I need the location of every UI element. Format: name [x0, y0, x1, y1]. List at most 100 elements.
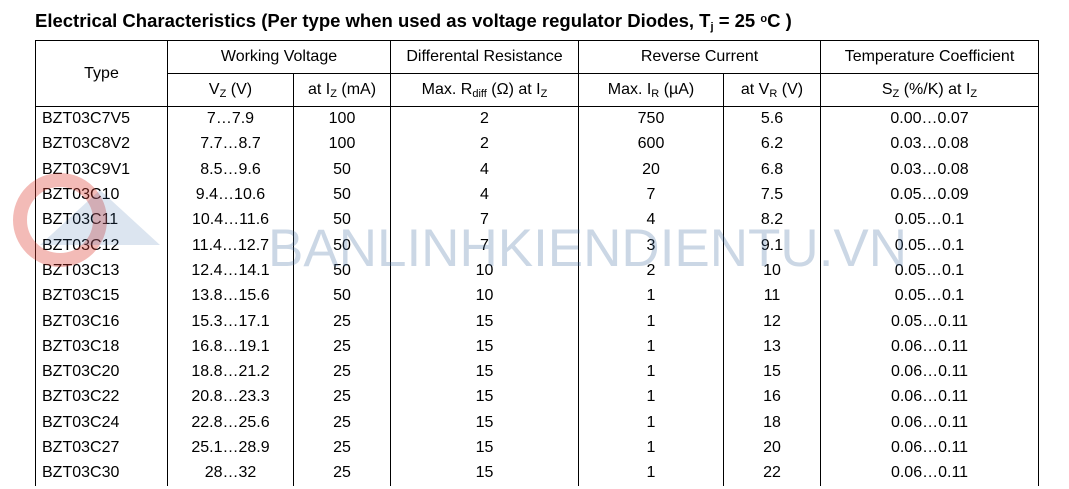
- text: S: [881, 81, 893, 98]
- cell: 1: [578, 283, 724, 309]
- subscript: Z: [540, 88, 548, 100]
- cell: 0.05…0.09: [820, 182, 1039, 208]
- cell: 25: [293, 460, 391, 486]
- cell: 5.6: [723, 106, 821, 132]
- cell: BZT03C30: [35, 460, 168, 486]
- cell: 1: [578, 435, 724, 461]
- cell: 10: [390, 283, 579, 309]
- cell: 0.05…0.1: [820, 207, 1039, 233]
- cell: 0.06…0.11: [820, 410, 1039, 436]
- cell: 20.8…23.3: [167, 384, 294, 411]
- cell: 8.2: [723, 207, 821, 233]
- text: (mA): [336, 81, 377, 98]
- cell: 15.3…17.1: [167, 308, 294, 335]
- subscript: Z: [219, 88, 227, 100]
- cell: 15: [390, 308, 579, 335]
- cell: 10: [723, 258, 821, 284]
- cell: 28…32: [167, 460, 294, 486]
- text: V: [208, 81, 220, 98]
- subscript: R: [651, 88, 660, 100]
- cell: BZT03C8V2: [35, 131, 168, 158]
- cell: 50: [293, 258, 391, 284]
- cell: 15: [723, 359, 821, 385]
- cell: 0.03…0.08: [820, 157, 1039, 183]
- table-row: BZT03C13 12.4…14.1 50 10 2 10 0.05…0.1: [35, 258, 1039, 284]
- cell: BZT03C22: [35, 384, 168, 411]
- cell: 0.05…0.11: [820, 308, 1039, 335]
- subscript: Z: [970, 88, 978, 100]
- cell: BZT03C10: [35, 182, 168, 208]
- table-row: BZT03C10 9.4…10.6 50 4 7 7.5 0.05…0.09: [35, 182, 1039, 208]
- text: (%/K) at I: [899, 81, 971, 98]
- subscript: Z: [330, 88, 337, 100]
- group-header: Reverse Current: [578, 40, 821, 74]
- cell: 7.7…8.7: [167, 131, 294, 158]
- cell: 4: [578, 207, 724, 233]
- group-header: Type: [35, 40, 168, 107]
- cell: 15: [390, 460, 579, 486]
- cell: BZT03C12: [35, 232, 168, 259]
- cell: 100: [293, 106, 391, 132]
- column-header: VZ (V): [167, 73, 294, 107]
- cell: 2: [390, 106, 579, 132]
- cell: 16: [723, 384, 821, 411]
- cell: BZT03C11: [35, 207, 168, 233]
- table-row: BZT03C30 28…32 25 15 1 22 0.06…0.11: [35, 460, 1039, 486]
- cell: 12.4…14.1: [167, 258, 294, 284]
- table-row: BZT03C8V2 7.7…8.7 100 2 600 6.2 0.03…0.08: [35, 131, 1039, 158]
- table-body: BZT03C7V5 7…7.9 100 2 750 5.6 0.00…0.07 BZT03C8…: [35, 106, 1039, 486]
- table-row: BZT03C22 20.8…23.3 25 15 1 16 0.06…0.11: [35, 384, 1039, 411]
- cell: 15: [390, 435, 579, 461]
- cell: 11: [723, 283, 821, 309]
- subscript: j: [710, 21, 714, 33]
- cell: 3: [578, 232, 724, 259]
- subscript: R: [769, 88, 778, 100]
- text: C ): [767, 10, 792, 31]
- cell: BZT03C27: [35, 435, 168, 461]
- subscript: diff: [472, 88, 487, 100]
- cell: 0.00…0.07: [820, 106, 1039, 132]
- group-header: Differental Resistance: [390, 40, 579, 74]
- cell: 16.8…19.1: [167, 334, 294, 360]
- cell: 4: [390, 157, 579, 183]
- cell: 0.06…0.11: [820, 334, 1039, 360]
- cell: 0.03…0.08: [820, 131, 1039, 158]
- cell: 20: [723, 435, 821, 461]
- cell: 13: [723, 334, 821, 360]
- cell: 15: [390, 384, 579, 411]
- cell: 1: [578, 334, 724, 360]
- text: (V): [777, 81, 804, 98]
- cell: BZT03C9V1: [35, 157, 168, 183]
- cell: 11.4…12.7: [167, 232, 294, 259]
- column-header: Max. IR (µA): [578, 73, 724, 107]
- cell: 8.5…9.6: [167, 157, 294, 183]
- cell: BZT03C24: [35, 410, 168, 436]
- text: Electrical Characteristics (Per type whe…: [35, 10, 711, 31]
- table-row: BZT03C7V5 7…7.9 100 2 750 5.6 0.00…0.07: [35, 106, 1039, 132]
- cell: 25: [293, 435, 391, 461]
- cell: 7: [390, 232, 579, 259]
- table-row: BZT03C27 25.1…28.9 25 15 1 20 0.06…0.11: [35, 435, 1039, 461]
- text: = 25: [713, 10, 761, 31]
- cell: BZT03C13: [35, 258, 168, 284]
- cell: BZT03C18: [35, 334, 168, 360]
- column-header: at IZ (mA): [293, 73, 391, 107]
- cell: 6.2: [723, 131, 821, 158]
- group-header: Working Voltage: [167, 40, 391, 74]
- cell: 25: [293, 359, 391, 385]
- table-row: BZT03C12 11.4…12.7 50 7 3 9.1 0.05…0.1: [35, 232, 1039, 259]
- subheader-row: VZ (V) at IZ (mA) Max. Rdiff (Ω) at IZ Max.…: [36, 73, 1039, 107]
- cell: BZT03C7V5: [35, 106, 168, 132]
- cell: 1: [578, 410, 724, 436]
- cell: 0.05…0.1: [820, 232, 1039, 259]
- text: Max. I: [607, 81, 652, 98]
- subscript: Z: [892, 88, 900, 100]
- text: (Ω) at I: [486, 81, 541, 98]
- cell: 1: [578, 384, 724, 411]
- cell: 10: [390, 258, 579, 284]
- cell: 600: [578, 131, 724, 158]
- text: (µA): [659, 81, 695, 98]
- table-row: BZT03C9V1 8.5…9.6 50 4 20 6.8 0.03…0.08: [35, 157, 1039, 183]
- cell: 100: [293, 131, 391, 158]
